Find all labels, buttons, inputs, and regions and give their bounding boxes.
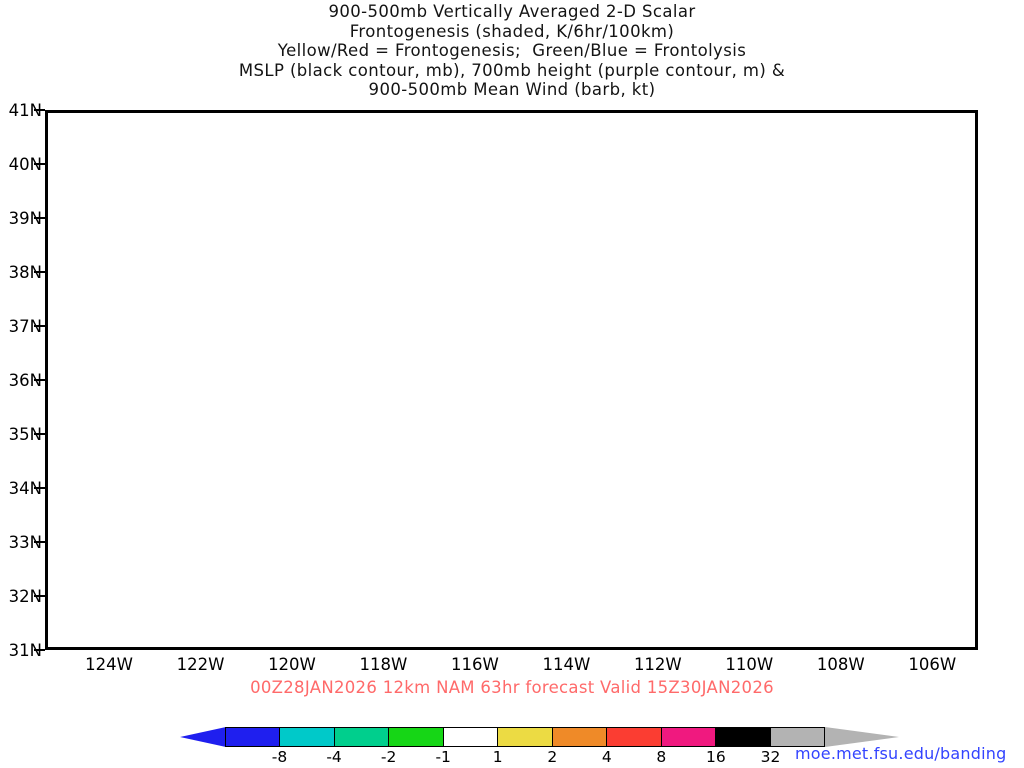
- map-plot-area[interactable]: [45, 110, 978, 650]
- x-axis-label: 124W: [85, 655, 133, 674]
- colorbar-tick: 2: [547, 748, 558, 766]
- y-axis-tick: [34, 649, 45, 651]
- colorbar-swatch: [226, 728, 281, 746]
- frontogenesis-shading-layer: [48, 113, 975, 647]
- x-axis-label: 120W: [268, 655, 316, 674]
- colorbar-tick: 32: [760, 748, 781, 766]
- colorbar-swatches: [225, 727, 825, 747]
- y-axis-label: 31N: [8, 641, 42, 660]
- y-axis-tick: [34, 595, 45, 597]
- colorbar-swatch: [498, 728, 553, 746]
- title-line-4: MSLP (black contour, mb), 700mb height (…: [238, 60, 786, 80]
- chart-title: 900-500mb Vertically Averaged 2-D Scalar…: [0, 2, 1024, 100]
- y-axis-label: 41N: [8, 101, 42, 120]
- colorbar-swatch: [389, 728, 444, 746]
- y-axis-label: 33N: [8, 533, 42, 552]
- title-line-1: 900-500mb Vertically Averaged 2-D Scalar: [328, 2, 696, 21]
- colorbar[interactable]: -8 -4 -2 -1 1 2 4 8 16 32: [180, 727, 899, 766]
- y-axis-label: 35N: [8, 425, 42, 444]
- title-line-5: 900-500mb Mean Wind (barb, kt): [368, 80, 656, 99]
- x-axis-label: 116W: [451, 655, 499, 674]
- y-axis-label: 38N: [8, 263, 42, 282]
- x-axis-label: 110W: [725, 655, 774, 674]
- y-axis-label: 39N: [8, 209, 42, 228]
- forecast-caption: 00Z28JAN2026 12km NAM 63hr forecast Vali…: [250, 678, 774, 697]
- site-watermark: moe.met.fsu.edu/banding: [795, 744, 1007, 763]
- colorbar-tick: -2: [380, 748, 397, 766]
- y-axis-label: 37N: [8, 317, 42, 336]
- colorbar-swatch: [552, 728, 608, 746]
- colorbar-tick: 16: [706, 748, 726, 766]
- y-axis-tick: [34, 109, 45, 111]
- x-axis-label: 122W: [176, 655, 225, 674]
- colorbar-over-arrow: [825, 727, 899, 747]
- title-line-3: Yellow/Red = Frontogenesis; Green/Blue =…: [277, 41, 747, 60]
- y-axis-tick: [34, 325, 45, 327]
- colorbar-swatch: [334, 728, 390, 746]
- colorbar-tick: -1: [435, 748, 451, 766]
- y-axis-label: 32N: [8, 587, 42, 606]
- x-axis-label: 106W: [908, 655, 957, 674]
- y-axis-tick: [34, 487, 45, 489]
- colorbar-tick: -8: [271, 748, 288, 766]
- colorbar-tick: 1: [492, 748, 503, 766]
- title-line-2: Frontogenesis (shaded, K/6hr/100km): [349, 21, 675, 41]
- y-axis-label: 36N: [8, 371, 42, 390]
- colorbar-swatch: [280, 728, 335, 746]
- y-axis-label: 40N: [8, 155, 42, 174]
- contour-labels-layer: [48, 113, 975, 647]
- y-axis-tick: [34, 541, 45, 543]
- colorbar-swatch: [770, 728, 824, 746]
- y-axis-tick: [34, 433, 45, 435]
- colorbar-tick: -4: [326, 748, 342, 766]
- colorbar-tick: 8: [656, 748, 667, 766]
- y-axis-label: 34N: [8, 479, 42, 498]
- x-axis-label: 114W: [542, 655, 591, 674]
- colorbar-swatch: [443, 728, 499, 746]
- colorbar-swatch: [607, 728, 662, 746]
- colorbar-tick-labels: -8 -4 -2 -1 1 2 4 8 16 32: [225, 747, 825, 767]
- y-axis-tick: [34, 163, 45, 165]
- colorbar-swatch: [661, 728, 717, 746]
- colorbar-tick: 4: [601, 748, 612, 766]
- colorbar-swatch: [716, 728, 771, 746]
- x-axis-label: 108W: [816, 655, 865, 674]
- x-axis-label: 112W: [633, 655, 682, 674]
- colorbar-under-arrow: [180, 727, 226, 747]
- y-axis-tick: [34, 217, 45, 219]
- x-axis-label: 118W: [359, 655, 408, 674]
- y-axis-tick: [34, 379, 45, 381]
- y-axis-tick: [34, 271, 45, 273]
